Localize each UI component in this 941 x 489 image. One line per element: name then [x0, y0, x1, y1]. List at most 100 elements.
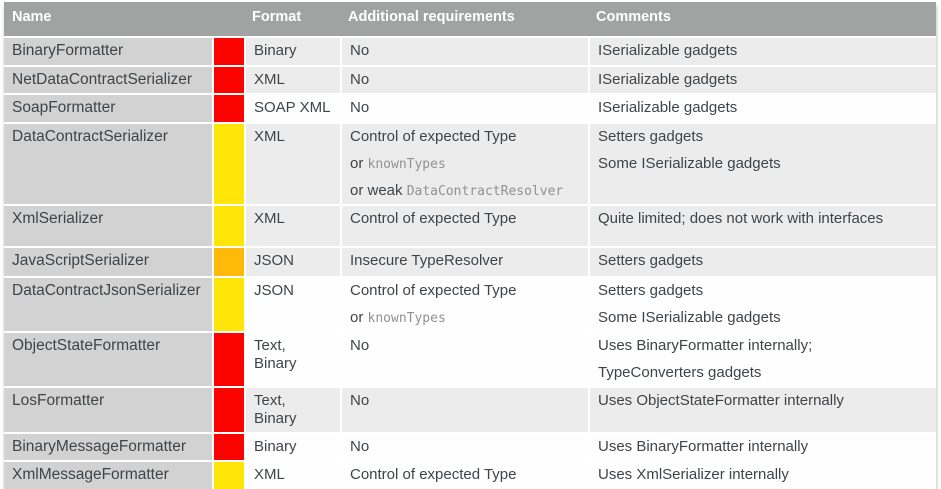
cell-line: No [350, 71, 580, 89]
format-cell: Binary [246, 433, 340, 461]
comments-cell: ISerializable gadgets [590, 95, 936, 122]
plain-text: Control of expected Type [350, 466, 517, 484]
cell-line: No [350, 438, 580, 456]
plain-text: ISerializable gadgets [598, 42, 738, 59]
cell-line: Some ISerializable gadgets [598, 309, 928, 327]
code-text: knownTypes [367, 310, 446, 326]
table-row: LosFormatter Text, Binary No Uses ObjectSta… [4, 387, 936, 432]
cell-line: Quite limited; does not work with interf… [598, 210, 928, 228]
plain-text: No [350, 99, 370, 117]
plain-text: Uses XmlSerializer internally [598, 466, 789, 484]
plain-text: No [350, 437, 370, 455]
code-text: DataContractResolver [406, 183, 564, 199]
table-row: XmlSerializer XML Control of expected Type… [4, 205, 936, 246]
requirements-cell: Control of expected Type or knownTypes [342, 277, 588, 331]
format-cell: JSON [246, 277, 340, 331]
column-header-name: Name [12, 9, 52, 25]
comments-cell: ISerializable gadgets [590, 66, 936, 94]
cell-line: ISerializable gadgets [598, 71, 928, 89]
cell-line: Setters gadgets [598, 128, 928, 146]
name-cell: JavaScriptSerializer [4, 247, 212, 276]
comments-cell: Quite limited; does not work with interf… [590, 205, 936, 246]
cell-line: Setters gadgets [598, 282, 928, 300]
table-row: SoapFormatter SOAP XML No ISerializable gad… [4, 95, 936, 122]
plain-text: Setters gadgets [598, 281, 704, 299]
cell-line: Control of expected Type [350, 466, 580, 484]
plain-text: Control of expected Type [350, 127, 517, 145]
plain-text: No [350, 336, 370, 354]
requirements-cell: No [342, 387, 588, 432]
risk-color-swatch [214, 123, 244, 204]
format-cell: JSON [246, 247, 340, 276]
name-cell: BinaryFormatter [4, 38, 212, 65]
comments-cell: Uses BinaryFormatter internally [590, 433, 936, 461]
plain-text: Uses BinaryFormatter internally; [598, 336, 813, 354]
format-cell: Binary [246, 38, 340, 65]
cell-line: Control of expected Type [350, 282, 580, 300]
plain-text: Quite limited; does not work with interf… [598, 209, 884, 227]
risk-color-swatch [214, 95, 244, 122]
table-row: NetDataContractSerializer XML No ISerializa… [4, 66, 936, 94]
name-cell: DataContractSerializer [4, 123, 212, 204]
format-cell: XML [246, 462, 340, 489]
comments-cell: ISerializable gadgets [590, 38, 936, 65]
name-cell: DataContractJsonSerializer [4, 277, 212, 331]
cell-line: ISerializable gadgets [598, 99, 928, 117]
requirements-cell: Insecure TypeResolver [342, 247, 588, 276]
format-cell: XML [246, 205, 340, 246]
plain-text: Some ISerializable gadgets [598, 154, 781, 172]
cell-line: Control of expected Type [350, 128, 580, 146]
requirements-cell: No [342, 66, 588, 94]
plain-text: Control of expected Type [350, 281, 517, 299]
requirements-cell: Control of expected Type [342, 205, 588, 246]
name-cell: SoapFormatter [4, 95, 212, 122]
comments-cell: Uses XmlSerializer internally [590, 462, 936, 489]
name-cell: XmlSerializer [4, 205, 212, 246]
requirements-cell: No [342, 332, 588, 386]
requirements-cell: No [342, 95, 588, 122]
requirements-cell: No [342, 38, 588, 65]
plain-text: TypeConverters gadgets [598, 363, 762, 381]
plain-text: No [350, 42, 370, 59]
format-cell: XML [246, 123, 340, 204]
plain-text: Insecure TypeResolver [350, 251, 504, 269]
cell-line: Uses XmlSerializer internally [598, 466, 928, 484]
table-row: XmlMessageFormatter XML Control of expecte… [4, 462, 936, 489]
name-cell: NetDataContractSerializer [4, 66, 212, 94]
cell-line: ISerializable gadgets [598, 42, 928, 60]
cell-line: or knownTypes [350, 309, 580, 327]
column-header-comments: Comments [596, 9, 671, 25]
plain-text: Setters gadgets [598, 251, 704, 269]
cell-line: No [350, 99, 580, 117]
serializers-table: Name Format Additional requirements Comm… [4, 2, 936, 489]
comments-cell: Uses ObjectStateFormatter internally [590, 387, 936, 432]
table-row: ObjectStateFormatter Text, Binary No Uses B… [4, 332, 936, 386]
plain-text: ISerializable gadgets [598, 99, 738, 117]
plain-text: Uses BinaryFormatter internally [598, 437, 809, 455]
risk-color-swatch [214, 277, 244, 331]
table-row: BinaryFormatter Binary No ISerializable gad… [4, 38, 936, 65]
format-cell: Text, Binary [246, 332, 340, 386]
plain-text: or weak [350, 181, 407, 199]
table-row: DataContractSerializer XML Control of expe… [4, 123, 936, 204]
requirements-cell: No [342, 433, 588, 461]
cell-line: TypeConverters gadgets [598, 364, 928, 382]
plain-text: or [350, 308, 368, 326]
table-header-row: Name Format Additional requirements Comm… [4, 2, 936, 36]
cell-line: No [350, 337, 580, 355]
risk-color-swatch [214, 38, 244, 65]
cell-line: Insecure TypeResolver [350, 252, 580, 270]
table-row: JavaScriptSerializer JSON Insecure TypeRes… [4, 247, 936, 276]
risk-color-swatch [214, 433, 244, 461]
requirements-cell: Control of expected Type [342, 462, 588, 489]
format-cell: XML [246, 66, 340, 94]
requirements-cell: Control of expected Type or knownTypes or … [342, 123, 588, 204]
plain-text: Control of expected Type [350, 209, 517, 227]
comments-cell: Setters gadgets Some ISerializable gadget… [590, 277, 936, 331]
cell-line: or weak DataContractResolver [350, 182, 580, 200]
column-header-format: Format [252, 9, 302, 25]
name-cell: LosFormatter [4, 387, 212, 432]
cell-line: Some ISerializable gadgets [598, 155, 928, 173]
risk-color-swatch [214, 462, 244, 489]
cell-line: Uses BinaryFormatter internally; [598, 337, 928, 355]
